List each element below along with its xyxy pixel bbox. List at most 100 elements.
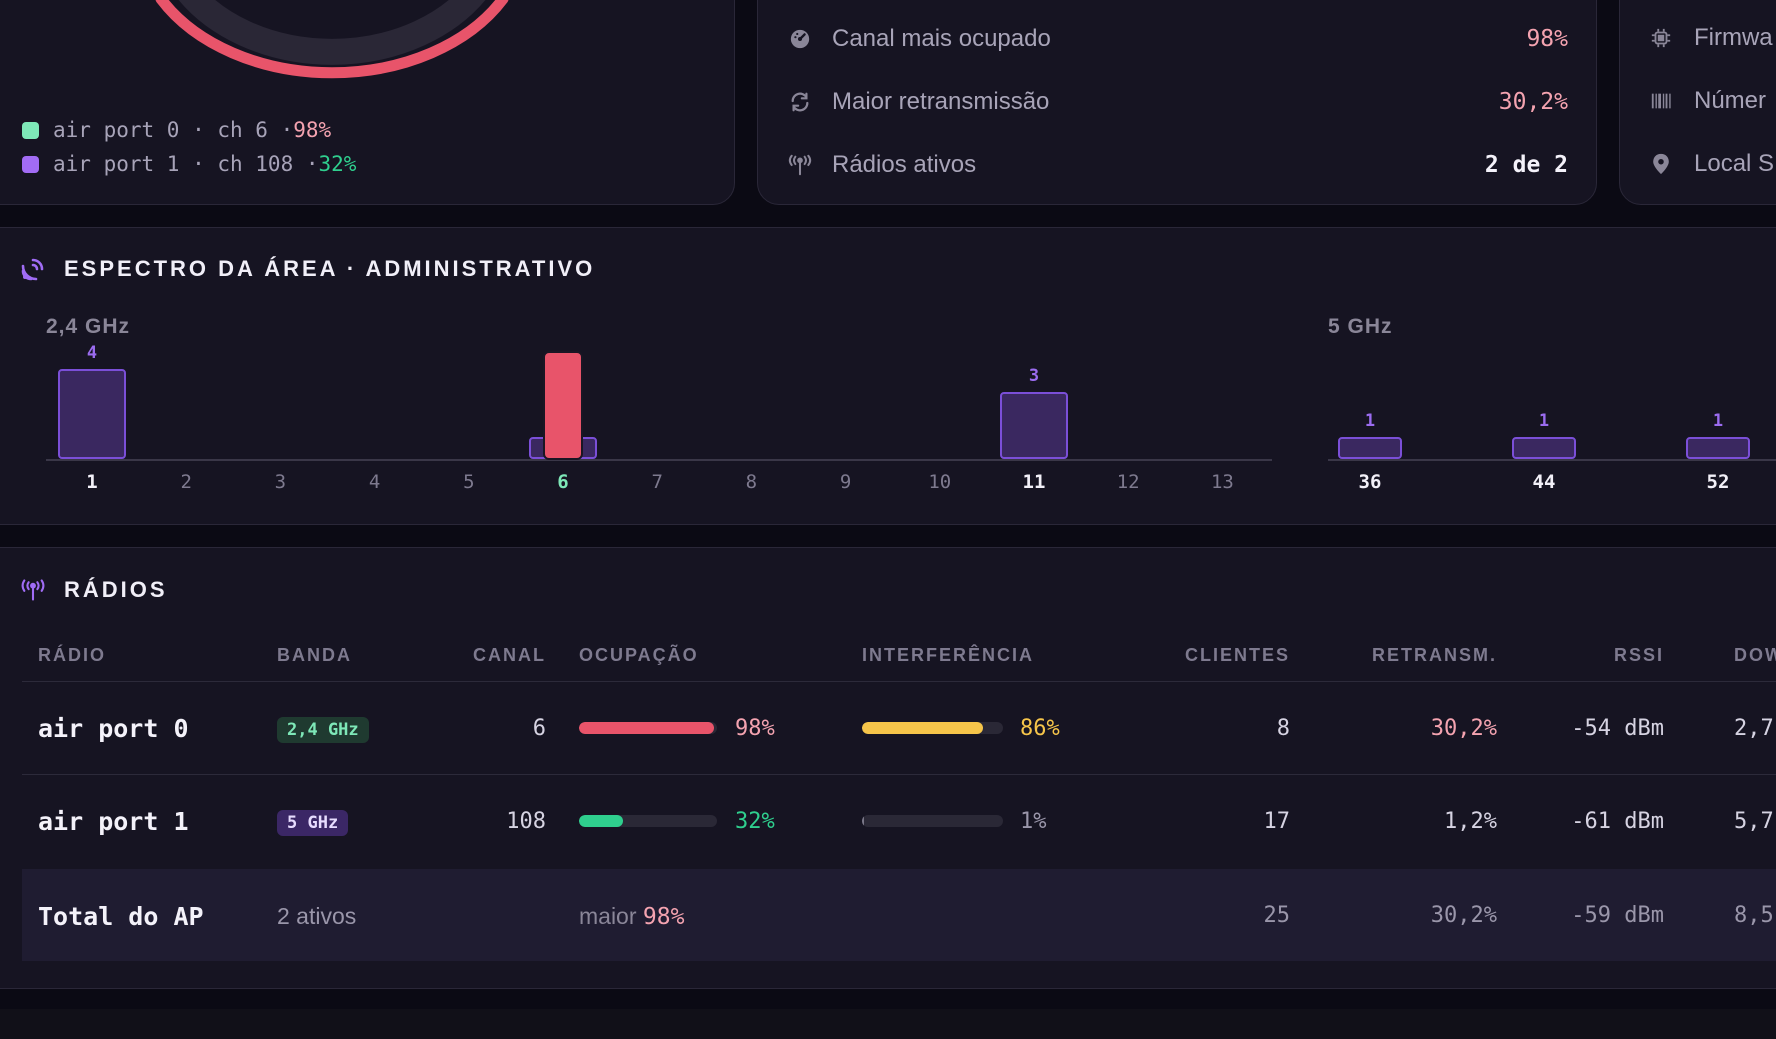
column-header-band[interactable]: BANDA (277, 645, 352, 665)
channel-count-1: 4 (86, 343, 98, 363)
band-badge: 5 GHz (277, 810, 349, 836)
occupancy-gauge (155, 0, 509, 79)
channel-tick-2: 2 (180, 471, 192, 493)
radio-name: air port 1 (38, 807, 189, 836)
gauge-icon (788, 27, 812, 51)
total-rssi: -59 dBm (1571, 903, 1664, 928)
download-value: 2,7 (1734, 716, 1774, 741)
spectrum-title-text: ESPECTRO DA ÁREA · ADMINISTRATIVO (64, 256, 596, 281)
spectrum-baseline-24ghz (46, 459, 1272, 461)
channel-count-36: 1 (1364, 410, 1376, 431)
legend-label: air port 0 · ch 6 · (53, 118, 294, 142)
chip-icon (1650, 27, 1672, 49)
occupancy-bar-fill (579, 815, 624, 827)
channel-tick-44: 44 (1532, 471, 1556, 493)
stat-label: Maior retransmissão (832, 88, 1050, 115)
spectrum-baseline-5ghz (1328, 459, 1776, 461)
stat-max-retransmission: Maior retransmissão 30,2% (788, 85, 1568, 119)
legend-item-airport-0: air port 0 · ch 6 · 98% (22, 118, 331, 142)
summary-stats-card (757, 0, 1597, 205)
channel-count-44: 1 (1538, 410, 1550, 431)
stat-value: 98% (1526, 26, 1568, 52)
info-serial-number: Númer (1650, 87, 1766, 115)
channel-bar-11[interactable] (1000, 391, 1068, 459)
column-header-download[interactable]: DOW (1734, 645, 1776, 665)
radios-title-text: RÁDIOS (64, 577, 168, 602)
total-label: Total do AP (38, 902, 204, 931)
legend-value: 32% (318, 152, 357, 176)
occupancy-gauge-card (0, 0, 735, 205)
retransmission-value: 1,2% (1444, 809, 1497, 834)
column-header-radio[interactable]: RÁDIO (38, 645, 106, 665)
channel-count-11: 3 (1028, 365, 1040, 386)
clients-value: 17 (1263, 809, 1291, 834)
channel-tick-5: 5 (463, 471, 475, 493)
legend-value: 98% (293, 118, 332, 142)
channel-tick-9: 9 (839, 471, 852, 493)
page-footer (0, 1009, 1776, 1039)
stat-busiest-channel: Canal mais ocupado 98% (788, 22, 1568, 56)
band-badge: 2,4 GHz (277, 717, 369, 743)
channel-tick-6: 6 (557, 471, 569, 493)
download-value: 5,7 (1734, 809, 1774, 834)
column-header-retransmission[interactable]: RETRANSM. (1372, 645, 1497, 665)
spectrum-title: ESPECTRO DA ÁREA · ADMINISTRATIVO (20, 256, 595, 282)
channel-tick-36: 36 (1358, 471, 1382, 493)
antenna-icon (788, 153, 812, 177)
column-header-clients[interactable]: CLIENTES (1184, 645, 1290, 665)
channel-bar-44[interactable] (1512, 436, 1576, 459)
gauge-outer-arc (155, 0, 509, 79)
column-header-rssi[interactable]: RSSI (1613, 645, 1664, 665)
refresh-icon (788, 90, 812, 114)
info-firmware: Firmwa (1650, 24, 1773, 52)
channel-bar-52[interactable] (1686, 436, 1750, 459)
device-info-card (1619, 0, 1776, 205)
current-channel-bar-6[interactable] (543, 351, 583, 460)
column-header-occupancy[interactable]: OCUPAÇÃO (579, 645, 699, 665)
column-header-interference[interactable]: INTERFERÊNCIA (862, 645, 1035, 665)
legend-label: air port 1 · ch 108 · (53, 152, 319, 176)
column-header-channel[interactable]: CANAL (473, 645, 546, 665)
row-divider (22, 774, 1776, 775)
channel-count-52: 1 (1712, 410, 1724, 431)
location-pin-icon (1650, 153, 1672, 175)
channel-bar-36[interactable] (1338, 436, 1402, 459)
radios-title: RÁDIOS (20, 577, 168, 603)
total-clients: 25 (1263, 903, 1291, 928)
stat-value: 2 de 2 (1484, 152, 1568, 178)
total-download: 8,5 (1734, 903, 1774, 928)
channel-bar-1[interactable] (58, 369, 126, 459)
channel-tick-10: 10 (928, 471, 952, 493)
channel-tick-1: 1 (86, 471, 98, 493)
stat-value: 30,2% (1498, 89, 1568, 115)
table-header-divider (22, 681, 1776, 682)
channel-tick-12: 12 (1116, 471, 1140, 493)
interference-value: 86% (1020, 716, 1060, 741)
occupancy-bar (579, 815, 717, 827)
total-occupancy-value: 98% (642, 904, 685, 930)
info-label: Firmwa (1694, 24, 1773, 51)
legend-swatch (22, 155, 39, 173)
interference-value: 1% (1020, 809, 1047, 834)
channel-tick-7: 7 (651, 471, 663, 493)
occupancy-value: 98% (735, 716, 775, 741)
interference-bar (862, 815, 1003, 827)
total-occupancy: maior 98% (579, 903, 684, 930)
occupancy-bar-fill (579, 722, 715, 734)
clients-value: 8 (1276, 716, 1290, 741)
stat-label: Canal mais ocupado (832, 25, 1051, 52)
satellite-dish-icon (20, 256, 46, 282)
band-label-24ghz: 2,4 GHz (46, 315, 131, 338)
occupancy-bar (579, 722, 717, 734)
legend-item-airport-1: air port 1 · ch 108 · 32% (22, 152, 356, 176)
info-location: Local S (1650, 150, 1774, 178)
antenna-icon (20, 577, 46, 603)
channel-value: 6 (532, 716, 546, 741)
channel-tick-8: 8 (745, 471, 758, 493)
channel-tick-4: 4 (368, 471, 381, 493)
interference-bar-fill (862, 815, 865, 827)
legend-swatch (22, 121, 39, 139)
gauge-track-ring (178, 0, 486, 65)
channel-tick-52: 52 (1706, 471, 1730, 493)
radio-name: air port 0 (38, 714, 189, 743)
